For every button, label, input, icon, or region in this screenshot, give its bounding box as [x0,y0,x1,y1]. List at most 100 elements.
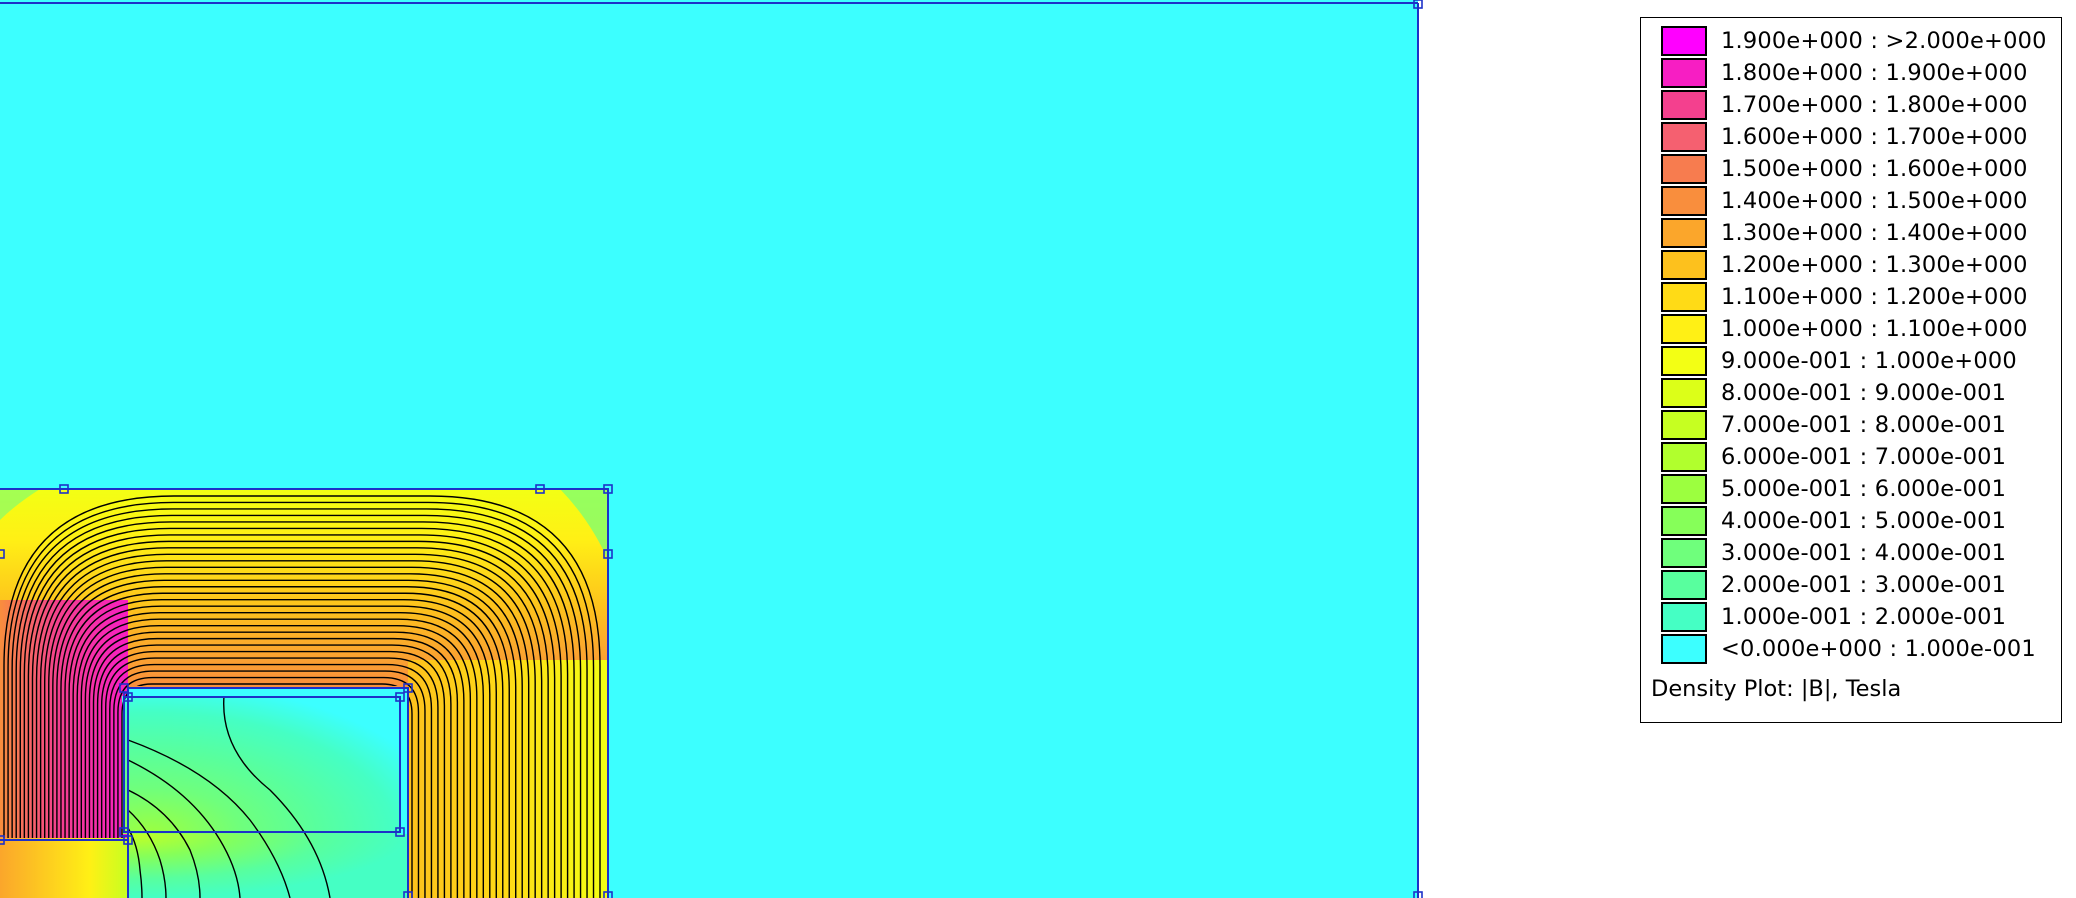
flux-line [84,624,472,898]
flux-line [76,611,485,898]
flux-line [127,739,291,898]
legend-swatch [1661,58,1707,88]
flux-line [27,534,562,898]
legend-range-label: 5.000e-001 : 6.000e-001 [1721,476,2007,502]
legend-entry: 2.000e-001 : 3.000e-001 [1651,570,2051,602]
legend-entry: 1.700e+000 : 1.800e+000 [1651,90,2051,122]
flux-line [80,618,478,898]
legend-entry: 3.000e-001 : 4.000e-001 [1651,538,2051,570]
flux-line [31,540,556,898]
legend-entry: 1.300e+000 : 1.400e+000 [1651,218,2051,250]
legend-range-label: 1.600e+000 : 1.700e+000 [1721,124,2028,150]
legend-swatch [1661,218,1707,248]
legend-range-label: 9.000e-001 : 1.000e+000 [1721,348,2017,374]
legend-entry: 6.000e-001 : 7.000e-001 [1651,442,2051,474]
region-boundaries [0,2,1419,898]
flux-line [92,637,459,898]
flux-line [35,547,549,898]
legend-caption: Density Plot: |B|, Tesla [1651,676,1902,702]
flux-line [223,695,331,898]
legend-entry: 1.000e+000 : 1.100e+000 [1651,314,2051,346]
legend-range-label: 1.000e+000 : 1.100e+000 [1721,316,2028,342]
flux-line [117,676,420,898]
flux-line [127,827,143,898]
flux-line [52,573,523,898]
flux-line [3,495,601,898]
legend-range-label: 1.700e+000 : 1.800e+000 [1721,92,2028,118]
legend-swatch [1661,122,1707,152]
legend-range-label: 7.000e-001 : 8.000e-001 [1721,412,2007,438]
legend-swatch [1661,474,1707,504]
legend-range-label: 3.000e-001 : 4.000e-001 [1721,540,2007,566]
legend-entry: 9.000e-001 : 1.000e+000 [1651,346,2051,378]
flux-line [11,508,588,898]
flux-line [127,789,201,898]
legend-swatch [1661,154,1707,184]
legend-swatch [1661,506,1707,536]
flux-line [109,663,433,898]
legend-swatch [1661,442,1707,472]
legend-range-label: <0.000e+000 : 1.000e-001 [1721,636,2036,662]
legend-entry: 1.900e+000 : >2.000e+000 [1651,26,2051,58]
legend-range-label: 1.000e-001 : 2.000e-001 [1721,604,2007,630]
flux-line [72,605,491,898]
legend-entry: 1.500e+000 : 1.600e+000 [1651,154,2051,186]
flux-line [19,521,575,898]
legend-entry: <0.000e+000 : 1.000e-001 [1651,634,2051,666]
flux-line [127,809,167,898]
coil-window [122,696,400,834]
flux-line [113,670,426,898]
legend-swatch [1661,90,1707,120]
legend-range-label: 1.400e+000 : 1.500e+000 [1721,188,2028,214]
flux-line [23,527,569,898]
legend-entry: 8.000e-001 : 9.000e-001 [1651,378,2051,410]
legend-entry: 1.400e+000 : 1.500e+000 [1651,186,2051,218]
flux-line [60,586,510,898]
flux-line [100,650,446,898]
legend-entry: 4.000e-001 : 5.000e-001 [1651,506,2051,538]
legend-swatch [1661,602,1707,632]
legend-entry: 1.800e+000 : 1.900e+000 [1651,58,2051,90]
legend-entry: 1.200e+000 : 1.300e+000 [1651,250,2051,282]
flux-line [56,579,517,898]
legend-swatch [1661,634,1707,664]
flux-lines [3,495,601,898]
flux-line [88,631,465,898]
legend-swatch [1661,410,1707,440]
flux-line [7,501,595,898]
legend-range-label: 8.000e-001 : 9.000e-001 [1721,380,2007,406]
flux-line [39,553,543,898]
legend-range-label: 1.900e+000 : >2.000e+000 [1721,28,2047,54]
legend-range-label: 1.800e+000 : 1.900e+000 [1721,60,2028,86]
flux-line [96,644,452,898]
legend-swatch [1661,378,1707,408]
legend-entry: 7.000e-001 : 8.000e-001 [1651,410,2051,442]
legend-swatch [1661,250,1707,280]
flux-line [43,560,536,898]
legend-entry: 1.100e+000 : 1.200e+000 [1651,282,2051,314]
legend-range-label: 1.200e+000 : 1.300e+000 [1721,252,2028,278]
legend-range-label: 2.000e-001 : 3.000e-001 [1721,572,2007,598]
below-window-region [128,834,408,898]
node-markers [0,0,1423,898]
legend-range-label: 1.300e+000 : 1.400e+000 [1721,220,2028,246]
legend-swatch [1661,282,1707,312]
legend-range-label: 1.500e+000 : 1.600e+000 [1721,156,2028,182]
legend-swatch [1661,314,1707,344]
density-legend: 1.900e+000 : >2.000e+000 1.800e+000 : 1.9… [1640,17,2062,723]
legend-entry: 1.600e+000 : 1.700e+000 [1651,122,2051,154]
legend-swatch [1661,570,1707,600]
legend-swatch [1661,26,1707,56]
flux-line [64,592,504,898]
flux-line [48,566,530,898]
legend-range-label: 1.100e+000 : 1.200e+000 [1721,284,2028,310]
legend-entry: 5.000e-001 : 6.000e-001 [1651,474,2051,506]
flux-line [68,599,497,898]
legend-swatch [1661,186,1707,216]
flux-line [105,657,439,898]
legend-range-label: 6.000e-001 : 7.000e-001 [1721,444,2007,470]
legend-range-label: 4.000e-001 : 5.000e-001 [1721,508,2007,534]
flux-line [15,514,582,898]
